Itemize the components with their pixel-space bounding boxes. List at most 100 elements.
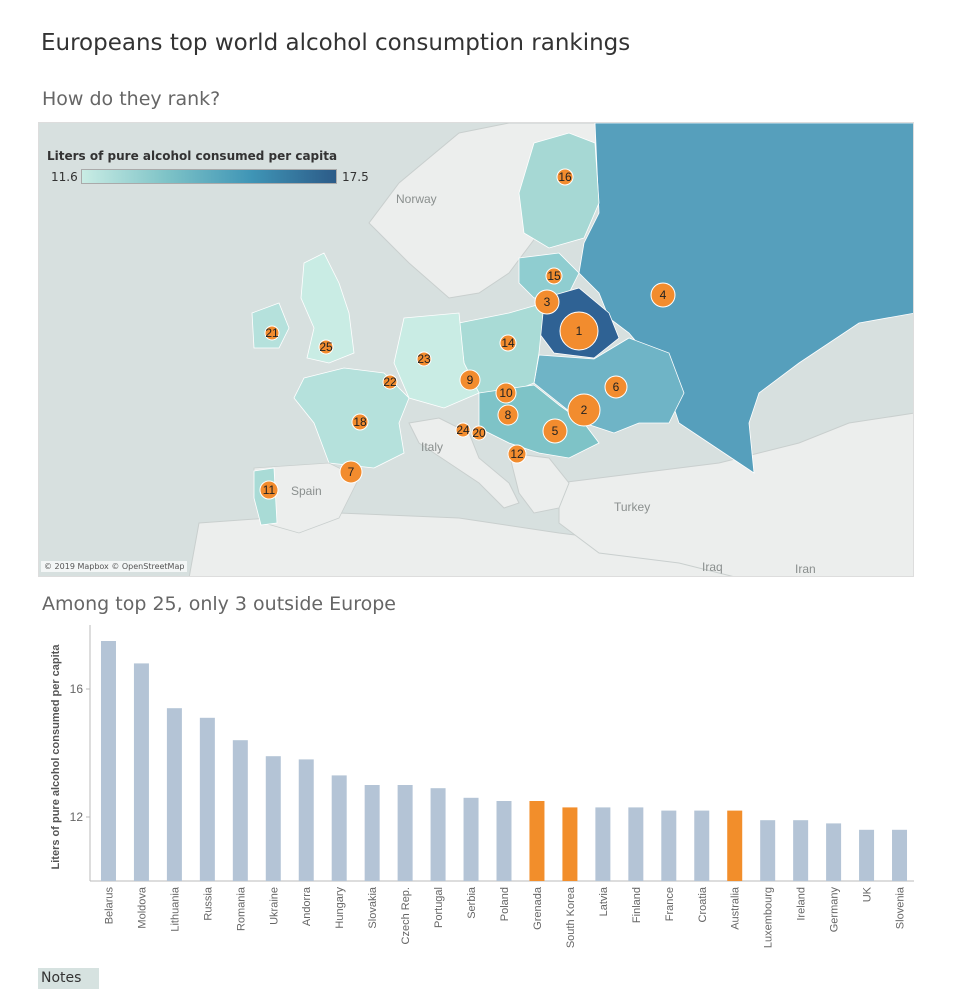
x-tick-label: Finland bbox=[631, 887, 643, 923]
bar[interactable] bbox=[661, 810, 677, 881]
bar[interactable] bbox=[166, 708, 182, 881]
bar[interactable] bbox=[496, 801, 512, 881]
rank-marker-circle bbox=[471, 425, 487, 441]
bar[interactable] bbox=[133, 663, 149, 881]
rank-marker[interactable]: 20 bbox=[471, 425, 487, 441]
rank-marker[interactable]: 3 bbox=[534, 289, 560, 315]
rank-marker[interactable]: 15 bbox=[545, 267, 563, 285]
rank-marker-circle bbox=[545, 267, 563, 285]
region-danube bbox=[478, 384, 600, 459]
bar-chart[interactable]: 12 16 Liters of pure alcohol consumed per … bbox=[38, 625, 918, 969]
x-tick-label: Serbia bbox=[466, 886, 478, 919]
rank-marker-label: 18 bbox=[353, 415, 367, 429]
land-balkans-fill bbox=[508, 452, 570, 514]
rank-marker[interactable]: 14 bbox=[499, 334, 517, 352]
x-tick-label: Russia bbox=[202, 886, 214, 921]
rank-marker-label: 9 bbox=[467, 373, 474, 387]
bar[interactable] bbox=[232, 740, 248, 881]
rank-marker-label: 5 bbox=[552, 424, 559, 438]
bar[interactable] bbox=[430, 788, 446, 881]
region-ireland bbox=[251, 302, 290, 349]
rank-marker-circle bbox=[339, 460, 363, 484]
notes-tab[interactable]: Notes bbox=[38, 968, 99, 989]
bar[interactable] bbox=[760, 820, 776, 881]
bar[interactable] bbox=[529, 801, 545, 881]
rank-marker-circle bbox=[318, 339, 334, 355]
rank-marker[interactable]: 24 bbox=[455, 422, 471, 438]
bar[interactable] bbox=[793, 820, 809, 881]
bar[interactable] bbox=[298, 759, 314, 881]
rank-marker[interactable]: 22 bbox=[382, 374, 398, 390]
rank-marker-label: 24 bbox=[456, 423, 470, 437]
label-norway: Norway bbox=[396, 192, 437, 206]
bar[interactable] bbox=[595, 807, 611, 881]
rank-marker-circle bbox=[497, 404, 519, 426]
bar[interactable] bbox=[826, 823, 842, 881]
x-tick-label: Poland bbox=[499, 887, 511, 921]
x-tick-label: UK bbox=[862, 886, 874, 902]
bar[interactable] bbox=[628, 807, 644, 881]
bar[interactable] bbox=[331, 775, 347, 881]
rank-marker[interactable]: 16 bbox=[556, 168, 574, 186]
rank-marker[interactable]: 9 bbox=[459, 369, 481, 391]
bar[interactable] bbox=[727, 810, 743, 881]
rank-marker-circle bbox=[567, 393, 601, 427]
rank-marker-label: 7 bbox=[348, 465, 355, 479]
bar-subtitle: Among top 25, only 3 outside Europe bbox=[42, 593, 396, 615]
x-tick-label: Grenada bbox=[532, 886, 544, 930]
bar[interactable] bbox=[265, 756, 281, 881]
bar[interactable] bbox=[364, 785, 380, 881]
x-tick-label: Lithuania bbox=[169, 886, 181, 932]
map-credit[interactable]: © 2019 Mapbox © OpenStreetMap bbox=[41, 561, 188, 572]
legend-min: 11.6 bbox=[51, 170, 78, 184]
rank-marker[interactable]: 8 bbox=[497, 404, 519, 426]
rank-marker[interactable]: 18 bbox=[351, 413, 369, 431]
rank-marker[interactable]: 7 bbox=[339, 460, 363, 484]
rank-marker[interactable]: 21 bbox=[264, 325, 280, 341]
rank-marker[interactable]: 5 bbox=[542, 418, 568, 444]
x-tick-label: Latvia bbox=[598, 886, 610, 916]
rank-marker-label: 10 bbox=[499, 386, 513, 400]
legend-max: 17.5 bbox=[342, 170, 369, 184]
bar[interactable] bbox=[100, 641, 116, 881]
rank-marker-circle bbox=[382, 374, 398, 390]
bar[interactable] bbox=[694, 810, 710, 881]
rank-marker-label: 22 bbox=[383, 375, 397, 389]
rank-marker-label: 14 bbox=[501, 336, 515, 350]
bar[interactable] bbox=[199, 717, 215, 881]
rank-marker-label: 3 bbox=[544, 295, 551, 309]
label-italy: Italy bbox=[421, 440, 443, 454]
bar[interactable] bbox=[859, 829, 875, 881]
bar[interactable] bbox=[397, 785, 413, 881]
x-tick-label: Belarus bbox=[103, 887, 115, 925]
rank-marker[interactable]: 11 bbox=[259, 480, 279, 500]
rank-marker[interactable]: 23 bbox=[416, 351, 432, 367]
rank-marker-label: 8 bbox=[505, 408, 512, 422]
rank-marker-circle bbox=[499, 334, 517, 352]
rank-marker-circle bbox=[495, 382, 517, 404]
rank-marker[interactable]: 12 bbox=[507, 444, 527, 464]
rank-marker-circle bbox=[534, 289, 560, 315]
label-spain: Spain bbox=[291, 484, 322, 498]
x-tick-label: Ireland bbox=[796, 887, 808, 921]
bar[interactable] bbox=[892, 829, 908, 881]
bar[interactable] bbox=[463, 797, 479, 881]
x-tick-label: Australia bbox=[730, 886, 742, 930]
rank-marker[interactable]: 10 bbox=[495, 382, 517, 404]
rank-marker[interactable]: 1 bbox=[559, 311, 599, 351]
rank-marker-label: 21 bbox=[265, 326, 279, 340]
region-uk bbox=[300, 252, 355, 364]
rank-marker[interactable]: 25 bbox=[318, 339, 334, 355]
rank-marker-circle bbox=[650, 282, 676, 308]
rank-marker-circle bbox=[264, 325, 280, 341]
rank-marker[interactable]: 2 bbox=[567, 393, 601, 427]
rank-marker[interactable]: 4 bbox=[650, 282, 676, 308]
label-iran: Iran bbox=[795, 562, 816, 576]
rank-marker[interactable]: 6 bbox=[604, 375, 628, 399]
x-tick-label: Czech Rep. bbox=[400, 887, 412, 944]
rank-marker-circle bbox=[507, 444, 527, 464]
bar[interactable] bbox=[562, 807, 578, 881]
x-tick-label: South Korea bbox=[565, 886, 577, 948]
x-tick-label: Hungary bbox=[334, 887, 346, 929]
